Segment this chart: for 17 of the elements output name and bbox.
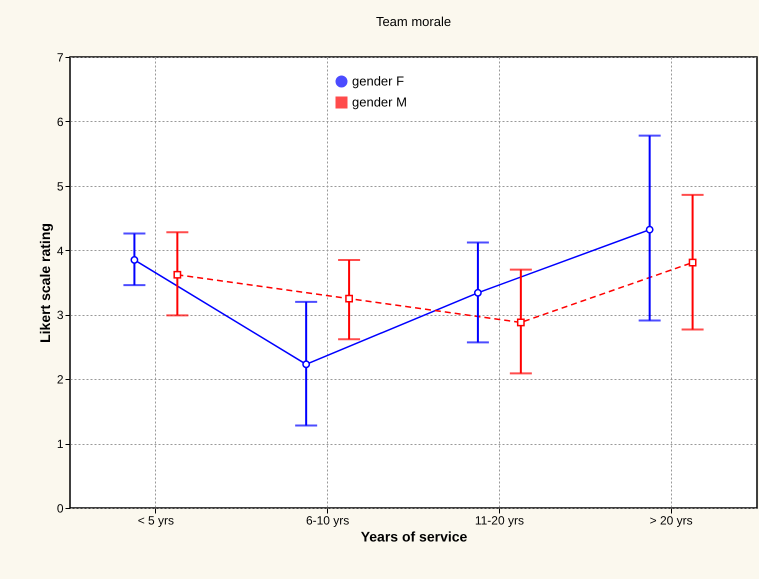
legend-label: gender F xyxy=(352,74,404,88)
y-tick-label: 2 xyxy=(56,372,64,387)
x-tick-label: < 5 yrs xyxy=(138,514,174,528)
x-axis-title: Years of service xyxy=(360,528,468,544)
chart-title: Team morale xyxy=(376,14,452,29)
legend-label: gender M xyxy=(352,94,407,110)
x-tick-label: > 20 yrs xyxy=(650,514,693,528)
x-tick-label: 6-10 yrs xyxy=(306,514,350,528)
y-tick-label: 4 xyxy=(56,244,64,258)
y-tick-label: 6 xyxy=(56,114,64,129)
y-tick-label: 7 xyxy=(56,50,64,64)
y-tick-label: 3 xyxy=(56,308,64,322)
y-tick-label: 0 xyxy=(56,502,64,516)
y-tick-label: 1 xyxy=(56,437,64,452)
y-axis-title: Likert scale rating xyxy=(36,223,53,343)
x-tick-label: 11-20 yrs xyxy=(474,514,524,528)
y-tick-label: 5 xyxy=(56,179,64,194)
